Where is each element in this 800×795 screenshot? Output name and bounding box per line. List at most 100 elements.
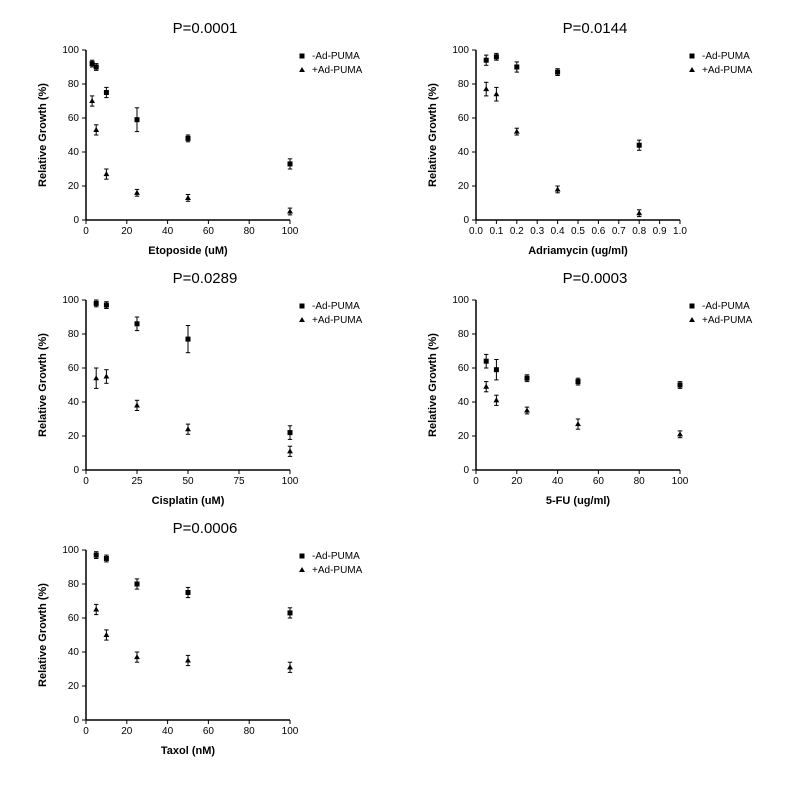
svg-text:100: 100 (282, 476, 299, 487)
svg-text:100: 100 (452, 295, 469, 306)
svg-text:20: 20 (68, 431, 80, 442)
pvalue-label: P=0.0003 (563, 270, 628, 287)
svg-text:20: 20 (511, 476, 523, 487)
svg-text:80: 80 (458, 329, 470, 340)
svg-text:80: 80 (68, 79, 80, 90)
svg-text:100: 100 (452, 45, 469, 56)
svg-text:80: 80 (634, 476, 646, 487)
svg-text:Relative Growth (%): Relative Growth (%) (427, 83, 439, 187)
svg-text:+Ad-PUMA: +Ad-PUMA (702, 65, 753, 76)
svg-text:50: 50 (182, 476, 194, 487)
svg-text:0.5: 0.5 (571, 226, 585, 237)
svg-text:20: 20 (121, 226, 133, 237)
svg-text:60: 60 (458, 113, 470, 124)
svg-text:+Ad-PUMA: +Ad-PUMA (312, 565, 363, 576)
svg-text:-Ad-PUMA: -Ad-PUMA (312, 301, 360, 312)
svg-text:Relative Growth (%): Relative Growth (%) (37, 333, 49, 437)
svg-text:75: 75 (233, 476, 245, 487)
svg-text:40: 40 (68, 147, 80, 158)
svg-text:40: 40 (458, 397, 470, 408)
svg-text:0.4: 0.4 (551, 226, 565, 237)
svg-text:100: 100 (282, 726, 299, 737)
svg-text:60: 60 (68, 363, 80, 374)
plot-etoposide: 0 20 40 60 80 100 0 20 40 60 80 100 Etoposide (uM) Re… (30, 44, 380, 260)
panel-cisplatin: P=0.0289 0 20 40 60 80 100 0 25 50 75 100 Cisplatin… (20, 270, 390, 510)
svg-text:Etoposide (uM): Etoposide (uM) (148, 245, 228, 257)
svg-text:60: 60 (458, 363, 470, 374)
plot-adriamycin: 0 20 40 60 80 100 0.0 0.1 0.2 0.3 0.4 0.5 0.6 0.7 0.8 0… (420, 44, 770, 260)
svg-text:100: 100 (62, 45, 79, 56)
svg-text:1.0: 1.0 (673, 226, 687, 237)
svg-text:0: 0 (463, 215, 469, 226)
svg-text:40: 40 (162, 226, 174, 237)
svg-text:-Ad-PUMA: -Ad-PUMA (312, 551, 360, 562)
svg-text:0.2: 0.2 (510, 226, 524, 237)
svg-text:40: 40 (68, 647, 80, 658)
svg-text:80: 80 (68, 329, 80, 340)
panel-etoposide: P=0.0001 0 20 40 60 80 100 0 20 40 60 80 100 Etoposi… (20, 20, 390, 260)
svg-text:80: 80 (244, 226, 256, 237)
svg-text:Adriamycin (ug/ml): Adriamycin (ug/ml) (528, 245, 628, 257)
panel-adriamycin: P=0.0144 0204060801000.00.10.20.30.40.50… (410, 20, 780, 260)
svg-text:25: 25 (131, 476, 143, 487)
pvalue-label: P=0.0006 (173, 520, 238, 537)
svg-text:0.0: 0.0 (469, 226, 483, 237)
svg-text:Relative Growth (%): Relative Growth (%) (37, 583, 49, 687)
svg-text:5-FU (ug/ml): 5-FU (ug/ml) (546, 495, 610, 507)
svg-text:0: 0 (73, 215, 79, 226)
svg-text:-Ad-PUMA: -Ad-PUMA (702, 51, 750, 62)
svg-text:0: 0 (73, 465, 79, 476)
plot-taxol: 0 20 40 60 80 100 0 20 40 60 80 100 Taxol (nM) Relati… (30, 544, 380, 760)
svg-text:+Ad-PUMA: +Ad-PUMA (312, 315, 363, 326)
svg-text:100: 100 (62, 545, 79, 556)
panel-taxol: P=0.0006 0 20 40 60 80 100 0 20 40 60 80 100 Taxol (… (20, 520, 390, 760)
pvalue-label: P=0.0001 (173, 20, 238, 37)
svg-text:60: 60 (203, 226, 215, 237)
svg-text:40: 40 (552, 476, 564, 487)
pvalue-label: P=0.0144 (563, 20, 628, 37)
svg-text:20: 20 (458, 181, 470, 192)
svg-text:-Ad-PUMA: -Ad-PUMA (702, 301, 750, 312)
svg-text:Cisplatin (uM): Cisplatin (uM) (152, 495, 225, 507)
svg-text:0.9: 0.9 (653, 226, 667, 237)
svg-text:40: 40 (458, 147, 470, 158)
svg-text:80: 80 (68, 579, 80, 590)
panel-5fu: P=0.0003 0 20 40 60 80 100 0 20 40 60 80 100 5-FU (u… (410, 270, 780, 510)
svg-text:0: 0 (463, 465, 469, 476)
svg-text:0: 0 (73, 715, 79, 726)
svg-text:-Ad-PUMA: -Ad-PUMA (312, 51, 360, 62)
svg-text:Taxol (nM): Taxol (nM) (161, 745, 216, 757)
svg-text:20: 20 (458, 431, 470, 442)
svg-text:80: 80 (244, 726, 256, 737)
svg-text:Relative Growth (%): Relative Growth (%) (37, 83, 49, 187)
pvalue-label: P=0.0289 (173, 270, 238, 287)
figure-grid: P=0.0001 0 20 40 60 80 100 0 20 40 60 80 100 Etoposi… (20, 20, 780, 760)
svg-text:80: 80 (458, 79, 470, 90)
svg-text:60: 60 (203, 726, 215, 737)
svg-text:100: 100 (672, 476, 689, 487)
svg-text:0.7: 0.7 (612, 226, 626, 237)
svg-text:0.8: 0.8 (632, 226, 646, 237)
svg-text:0: 0 (473, 476, 479, 487)
svg-text:60: 60 (593, 476, 605, 487)
svg-text:40: 40 (68, 397, 80, 408)
panel-empty (410, 520, 780, 760)
plot-5fu: 0 20 40 60 80 100 0 20 40 60 80 100 5-FU (ug/ml) Rela… (420, 294, 770, 510)
svg-text:+Ad-PUMA: +Ad-PUMA (702, 315, 753, 326)
svg-text:0: 0 (83, 476, 89, 487)
svg-text:20: 20 (68, 181, 80, 192)
svg-text:100: 100 (282, 226, 299, 237)
svg-text:40: 40 (162, 726, 174, 737)
svg-text:20: 20 (68, 681, 80, 692)
svg-text:0: 0 (83, 226, 89, 237)
svg-text:0.3: 0.3 (530, 226, 544, 237)
svg-text:60: 60 (68, 613, 80, 624)
svg-text:100: 100 (62, 295, 79, 306)
svg-text:0.1: 0.1 (489, 226, 503, 237)
svg-text:0: 0 (83, 726, 89, 737)
svg-text:60: 60 (68, 113, 80, 124)
svg-text:Relative Growth (%): Relative Growth (%) (427, 333, 439, 437)
svg-text:+Ad-PUMA: +Ad-PUMA (312, 65, 363, 76)
svg-text:0.6: 0.6 (591, 226, 605, 237)
svg-text:20: 20 (121, 726, 133, 737)
